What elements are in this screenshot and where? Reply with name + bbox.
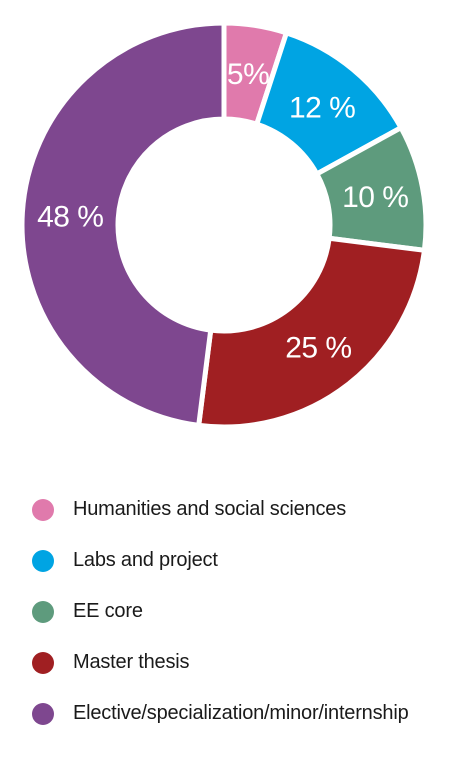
slice-elective — [19, 20, 227, 429]
legend-item-master-thesis: Master thesis — [32, 637, 409, 688]
legend: Humanities and social sciences Labs and … — [32, 484, 409, 739]
legend-swatch — [32, 702, 54, 725]
donut-chart: 5% 12 % 10 % 25 % 48 % — [19, 20, 428, 430]
legend-swatch — [32, 498, 54, 521]
legend-item-elective: Elective/specialization/minor/internship — [32, 688, 409, 739]
data-label: 48 % — [37, 200, 103, 233]
legend-label: Humanities and social sciences — [73, 498, 347, 520]
legend-label: Elective/specialization/minor/internship — [73, 702, 409, 724]
legend-label: Labs and project — [73, 549, 218, 571]
legend-label: EE core — [73, 600, 143, 622]
data-label: 12 % — [289, 91, 355, 124]
legend-swatch — [32, 600, 54, 623]
data-label: 10 % — [342, 181, 408, 214]
legend-item-ee-core: EE core — [32, 586, 409, 637]
legend-swatch — [32, 651, 54, 674]
legend-swatch — [32, 549, 54, 572]
legend-label: Master thesis — [73, 651, 190, 673]
legend-item-labs: Labs and project — [32, 535, 409, 586]
legend-item-humanities: Humanities and social sciences — [32, 484, 409, 535]
data-label: 25 % — [285, 332, 351, 365]
slice-master-thesis — [195, 235, 428, 430]
data-label: 5% — [227, 58, 269, 91]
